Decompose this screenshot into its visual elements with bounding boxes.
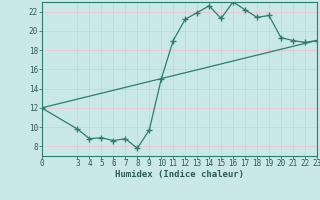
- X-axis label: Humidex (Indice chaleur): Humidex (Indice chaleur): [115, 170, 244, 179]
